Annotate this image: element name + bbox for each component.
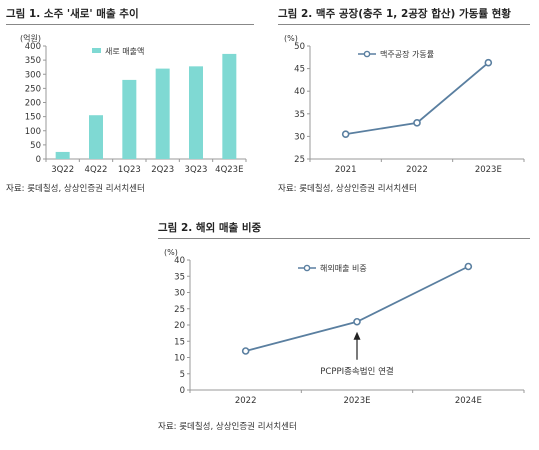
chart-1-y-tick-label: 200 [25, 99, 41, 109]
chart-1-y-unit-label: (억원) [20, 33, 41, 43]
chart-1-x-tick-label: 4Q23E [215, 165, 243, 175]
chart-3-y-tick-label: 5 [180, 370, 185, 380]
chart-1-source: 자료: 롯데칠성, 상상인증권 리서치센터 [6, 184, 145, 194]
chart-1-x-tick-label: 1Q23 [118, 165, 141, 175]
chart-2-title: 그림 2. 맥주 공장(충주 1, 2공장 합산) 가동률 현황 [278, 8, 511, 20]
chart-2-point [484, 58, 493, 67]
chart-3-source: 자료: 롯데칠성, 상상인증권 리서치센터 [158, 422, 297, 432]
chart-1-title: 그림 1. 소주 '새로' 매출 추이 [6, 8, 139, 20]
chart-3-x-tick-label: 2024E [455, 396, 482, 406]
chart-1-title-rule [6, 24, 254, 25]
chart-2-y-tick-label: 45 [294, 65, 305, 75]
chart-1-bar [222, 53, 237, 159]
chart-1-x-tick-label: 3Q23 [185, 165, 208, 175]
chart-1-bar [122, 79, 137, 159]
chart-2-legend-label: 맥주공장 가동률 [380, 49, 434, 59]
chart-1-legend-label: 새로 매출액 [105, 46, 144, 56]
chart-2-plot: 25 30 35 40 45 50(%) 2021 2022 2023E 맥주공장 가동률 [284, 34, 525, 175]
chart-1-bar [89, 115, 103, 159]
chart-2-y-tick-label: 40 [294, 87, 305, 97]
chart-2-point [341, 130, 350, 138]
chart-2-source: 자료: 롯데칠성, 상상인증권 리서치센터 [278, 184, 417, 194]
chart-2-x-tick-label: 2022 [406, 165, 428, 175]
chart-3-y-unit-label: (%) [164, 248, 178, 257]
chart-3-y-tick-label: 20 [174, 321, 185, 331]
chart-1-bar [55, 151, 70, 159]
chart-1-x-tick-label: 2Q23 [151, 165, 174, 175]
chart-3-y-tick-label: 30 [174, 289, 185, 299]
chart-2-y-tick-label: 50 [294, 42, 305, 52]
chart-3-block: 그림 2. 해외 매출 비중 0 5 10 15 20 25 30 35 40 (%) 2022 20… [158, 222, 530, 432]
chart-2-point [413, 119, 421, 127]
chart-1-y-tick-label: 350 [25, 56, 41, 66]
chart-3-x-tick-label: 2022 [235, 396, 257, 406]
chart-1-bar [155, 68, 170, 159]
chart-1-plot: 0 50 100 150 200 250 300 350 400(억원) 3Q22 4Q22 1Q23… [20, 33, 247, 175]
chart-1-y-tick-label: 0 [36, 155, 41, 165]
chart-3-point [353, 317, 361, 326]
chart-3-title-rule [158, 238, 530, 239]
chart-3-point [241, 347, 250, 355]
chart-3-annotation-arrow-head [353, 331, 361, 340]
chart-2-legend-marker [363, 50, 371, 58]
chart-1-y-tick-label: 300 [25, 70, 41, 80]
chart-3-y-tick-label: 25 [174, 305, 185, 315]
chart-3-annotation-label: PCPPI종속법인 연결 [320, 366, 393, 377]
chart-3-plot: 0 5 10 15 20 25 30 35 40(%) 2022 2023E 2024E 해외매출 비중… [164, 248, 525, 406]
chart-1-x-tick-label: 4Q22 [85, 165, 108, 175]
chart-3-point [464, 262, 473, 271]
chart-1-y-tick-label: 250 [25, 84, 41, 94]
chart-3-legend-label: 해외매출 비중 [320, 263, 367, 273]
chart-2-x-tick-label: 2023E [475, 165, 502, 175]
chart-1-y-tick-label: 50 [30, 141, 41, 151]
chart-2-title-rule [278, 24, 530, 25]
chart-1-y-tick-label: 150 [25, 113, 41, 123]
chart-2-y-tick-label: 30 [294, 132, 305, 142]
chart-3-y-tick-label: 40 [174, 256, 185, 266]
chart-2-y-tick-label: 25 [294, 155, 305, 165]
chart-1-block: 그림 1. 소주 '새로' 매출 추이 0 50 100 150 200 250 300 35… [6, 8, 254, 194]
chart-3-x-tick-label: 2023E [343, 396, 370, 406]
chart-1-x-tick-label: 3Q22 [51, 165, 74, 175]
chart-1-y-tick-label: 100 [25, 127, 41, 137]
chart-3-y-tick-label: 35 [174, 272, 185, 282]
chart-3-y-tick-label: 0 [180, 386, 185, 396]
chart-1-y-tick-label: 400 [25, 42, 41, 52]
chart-2-y-unit-label: (%) [284, 34, 298, 43]
chart-3-title: 그림 2. 해외 매출 비중 [158, 222, 262, 234]
chart-3-y-tick-label: 15 [174, 337, 185, 347]
chart-3-legend-marker [303, 264, 311, 272]
chart-1-bar [189, 66, 203, 159]
chart-3-y-tick-label: 10 [174, 354, 185, 364]
chart-1-legend-swatch [92, 48, 101, 53]
chart-2-x-tick-label: 2021 [335, 165, 357, 175]
chart-2-block: 그림 2. 맥주 공장(충주 1, 2공장 합산) 가동률 현황 25 30 35 4… [278, 8, 530, 194]
chart-2-y-tick-label: 35 [294, 110, 305, 120]
